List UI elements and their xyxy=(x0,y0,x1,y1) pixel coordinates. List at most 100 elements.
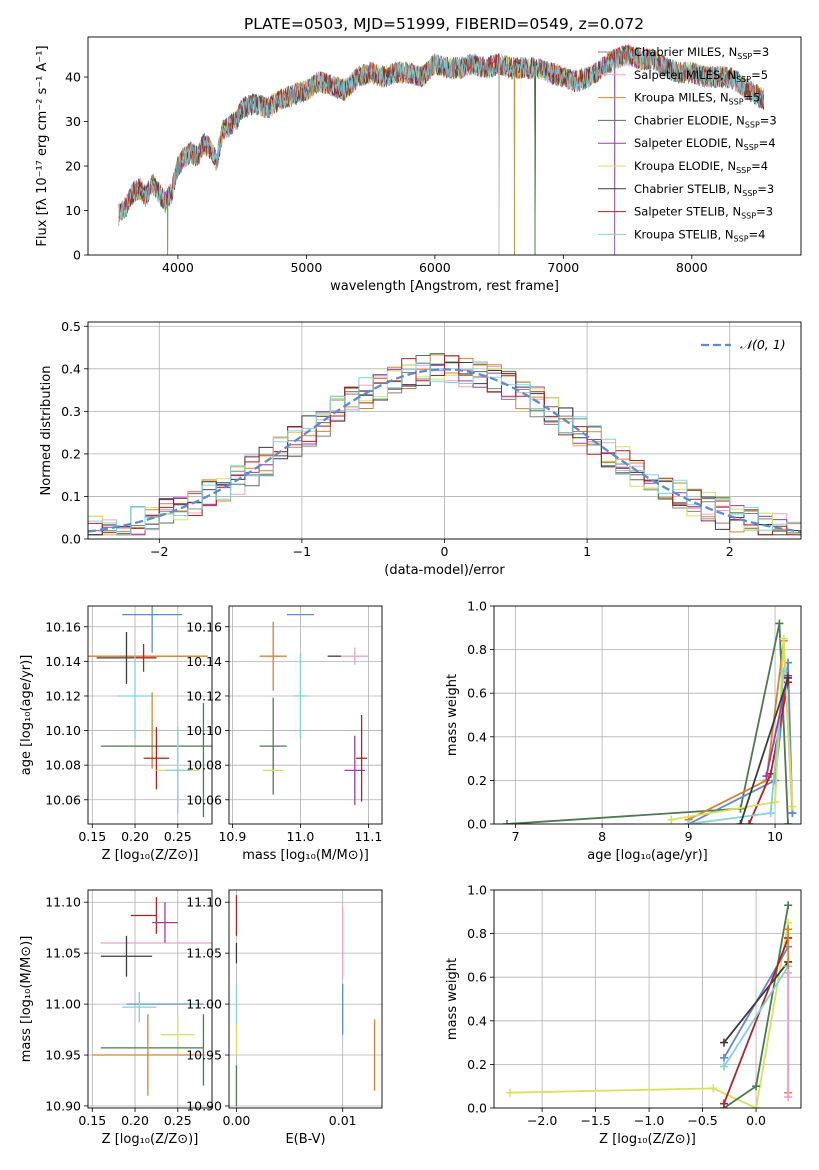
mass-vs-Z-xtick-label-1: 0.20 xyxy=(121,1113,149,1128)
mass-vs-Z-ytick-label-2: 11.00 xyxy=(45,997,81,1012)
weight-vs-Z-axes: −2.0 −1.5 −1.0 −0.5 0.0 0.0 0.2 0.4 0.6 0.8 1.0 Z [… xyxy=(445,883,801,1147)
mass-vs-Z-point-6 xyxy=(122,991,157,1023)
weight-vs-age-series-4-marker-0 xyxy=(667,815,676,824)
weight-vs-age-series-7-marker-0 xyxy=(736,820,745,824)
weight-vs-Z-xtick-label-0: −2.0 xyxy=(527,1113,557,1128)
weight-vs-Z-series-1-marker-2 xyxy=(784,901,793,910)
weight-vs-age-series-7-marker-1 xyxy=(784,673,793,682)
age-vs-mass-point-4 xyxy=(293,652,308,740)
mass-vs-EBV-ytick-label-2: 11.00 xyxy=(186,997,222,1012)
spectrum-xlabel: wavelength [Angstrom, rest frame] xyxy=(330,279,559,294)
weight-vs-Z-ytick-label-5: 1.0 xyxy=(467,883,487,898)
weight-vs-age-ytick-label-1: 0.2 xyxy=(467,773,487,788)
residuals-ylabel: Normed distribution xyxy=(39,366,54,496)
mass-vs-Z-point-4 xyxy=(100,935,153,977)
mass-vs-EBV-frame xyxy=(228,889,383,1109)
age-vs-Z-ytick-label-3: 10.12 xyxy=(45,688,81,703)
weight-vs-age-series-0-marker-2 xyxy=(775,619,784,628)
age-vs-Z-ytick-label-2: 10.10 xyxy=(45,723,81,738)
spectrum-legend-label-6: Chabrier STELIB, NSSP=3 xyxy=(634,182,774,198)
age-vs-mass-xlabel: mass [log₁₀(M/M⊙)] xyxy=(242,848,369,863)
residuals-ytick-label-4: 0.4 xyxy=(61,361,81,376)
weight-vs-age-ytick-label-2: 0.4 xyxy=(467,729,487,744)
age-vs-Z-xtick-label-2: 0.25 xyxy=(164,829,192,844)
weight-vs-Z-series-5 xyxy=(723,965,789,1068)
mass-vs-Z-point-2 xyxy=(152,902,178,943)
mass-vs-EBV-axes: 0.00 0.01 10.90 10.95 11.00 11.05 11.10 E(B-V) xyxy=(186,890,382,1147)
age-vs-Z-axes: 0.15 0.20 0.25 10.06 10.08 10.10 10.12 10.14 10.… xyxy=(19,606,212,863)
age-vs-Z-ytick-label-0: 10.06 xyxy=(45,792,81,807)
weight-vs-age-series-0 xyxy=(506,623,789,824)
weight-vs-age-ytick-label-0: 0.0 xyxy=(467,817,487,832)
residuals-xtick-label-0: −2 xyxy=(150,544,168,559)
spectrum-legend-label-3: Chabrier ELODIE, NSSP=3 xyxy=(634,113,777,129)
spectrum-ytick-label-2: 20 xyxy=(65,159,81,174)
weight-vs-Z-series-0 xyxy=(509,922,790,1108)
weight-vs-age-xtick-label-0: 7 xyxy=(512,829,520,844)
spectrum-series-8 xyxy=(118,46,764,255)
age-vs-Z-point-9 xyxy=(143,727,170,790)
residuals-ytick-label-5: 0.5 xyxy=(61,319,81,334)
spectrum-xtick-label-1: 5000 xyxy=(290,260,322,275)
weight-vs-Z-series-6-marker-1 xyxy=(784,925,793,934)
weight-vs-age-ylabel: mass weight xyxy=(445,674,460,756)
residuals-legend-label: 𝒩(0, 1) xyxy=(740,337,786,352)
weight-vs-Z-series-1-marker-1 xyxy=(752,1082,761,1091)
residuals-ytick-label-2: 0.2 xyxy=(61,446,81,461)
spectrum-plot-area xyxy=(118,44,764,255)
age-vs-Z-point-0 xyxy=(122,606,183,653)
weight-vs-age-ytick-label-4: 0.8 xyxy=(467,642,487,657)
weight-vs-age-series-0-marker-3 xyxy=(784,820,793,824)
weight-vs-Z-series-7-marker-1 xyxy=(784,968,793,977)
mass-vs-Z-ylabel: mass [log₁₀(M/M⊙)] xyxy=(19,936,34,1063)
weight-vs-age-ytick-label-5: 1.0 xyxy=(467,599,487,614)
age-vs-Z-ytick-label-1: 10.08 xyxy=(45,758,81,773)
weight-vs-Z-xtick-label-4: 0.0 xyxy=(746,1113,766,1128)
spectrum-xtick-label-3: 7000 xyxy=(547,260,579,275)
mass-vs-Z-ytick-label-1: 10.95 xyxy=(45,1048,81,1063)
mass-vs-EBV-xlabel: E(B-V) xyxy=(285,1132,325,1147)
age-vs-mass-xtick-label-1: 11.0 xyxy=(286,829,314,844)
spectrum-legend-label-1: Salpeter MILES, NSSP=5 xyxy=(634,68,768,84)
mass-vs-EBV-ytick-label-3: 11.05 xyxy=(186,946,222,961)
weight-vs-age-series-4-marker-2 xyxy=(779,634,788,643)
spectrum-xtick-label-2: 6000 xyxy=(419,260,451,275)
residuals-frame xyxy=(87,321,802,540)
residual-hist-7 xyxy=(88,355,801,536)
age-vs-mass-point-7 xyxy=(356,715,368,802)
mass-vs-Z-ytick-label-3: 11.05 xyxy=(45,946,81,961)
mass-vs-EBV-ytick-label-1: 10.95 xyxy=(186,1048,222,1063)
age-vs-mass-xtick-label-0: 10.9 xyxy=(218,829,246,844)
spectrum-legend-label-8: Kroupa STELIB, NSSP=4 xyxy=(634,227,765,243)
spectrum-ylabel: Flux [fλ 10⁻¹⁷ erg cm⁻² s⁻¹ A⁻¹] xyxy=(35,45,50,246)
residuals-xtick-label-4: 2 xyxy=(726,544,734,559)
weight-vs-age-series-5 xyxy=(688,671,785,824)
mass-vs-Z-axes: 0.15 0.20 0.25 10.90 10.95 11.00 11.05 11.10 Z [… xyxy=(19,890,212,1147)
weight-vs-Z-xlabel: Z [log₁₀(Z/Z⊙)] xyxy=(599,1132,696,1147)
figure-title: PLATE=0503, MJD=51999, FIBERID=0549, z=0… xyxy=(244,15,644,33)
age-vs-mass-axes: 10.9 11.0 11.1 10.06 10.08 10.10 10.12 10.14 10.… xyxy=(186,606,382,863)
age-vs-Z-ytick-label-5: 10.16 xyxy=(45,619,81,634)
weight-vs-age-series-2-marker-1 xyxy=(771,776,780,785)
mass-vs-Z-xlabel: Z [log₁₀(Z/Z⊙)] xyxy=(102,1132,199,1147)
spectrum-legend-label-2: Kroupa MILES, NSSP=5 xyxy=(634,91,760,107)
weight-vs-Z-series-0-marker-0 xyxy=(506,1088,515,1097)
age-vs-mass-point-3 xyxy=(341,647,369,665)
age-vs-mass-point-5 xyxy=(259,697,287,795)
spectrum-ytick-label-4: 40 xyxy=(65,70,81,85)
weight-vs-age-axes: 7 8 9 10 0.0 0.2 0.4 0.6 0.8 1.0 age [log₁₀(age/yr… xyxy=(445,599,801,863)
spectrum-ytick-label-1: 10 xyxy=(65,203,81,218)
weight-vs-age-xtick-label-3: 10 xyxy=(767,829,783,844)
residuals-xlabel: (data-model)/error xyxy=(384,563,505,578)
age-vs-mass-ytick-label-0: 10.06 xyxy=(186,792,222,807)
age-vs-Z-xtick-label-1: 0.20 xyxy=(121,829,149,844)
spectrum-ytick-label-3: 30 xyxy=(65,114,81,129)
weight-vs-age-plot-area xyxy=(502,619,797,824)
weight-vs-age-frame xyxy=(493,605,802,825)
age-vs-mass-xtick-label-2: 11.1 xyxy=(354,829,382,844)
weight-vs-Z-plot-area xyxy=(506,901,793,1108)
age-vs-mass-ytick-label-5: 10.16 xyxy=(186,619,222,634)
gaussian-curve xyxy=(88,368,801,533)
residual-hist-8 xyxy=(88,361,801,536)
residuals-ytick-label-0: 0.0 xyxy=(61,532,81,547)
